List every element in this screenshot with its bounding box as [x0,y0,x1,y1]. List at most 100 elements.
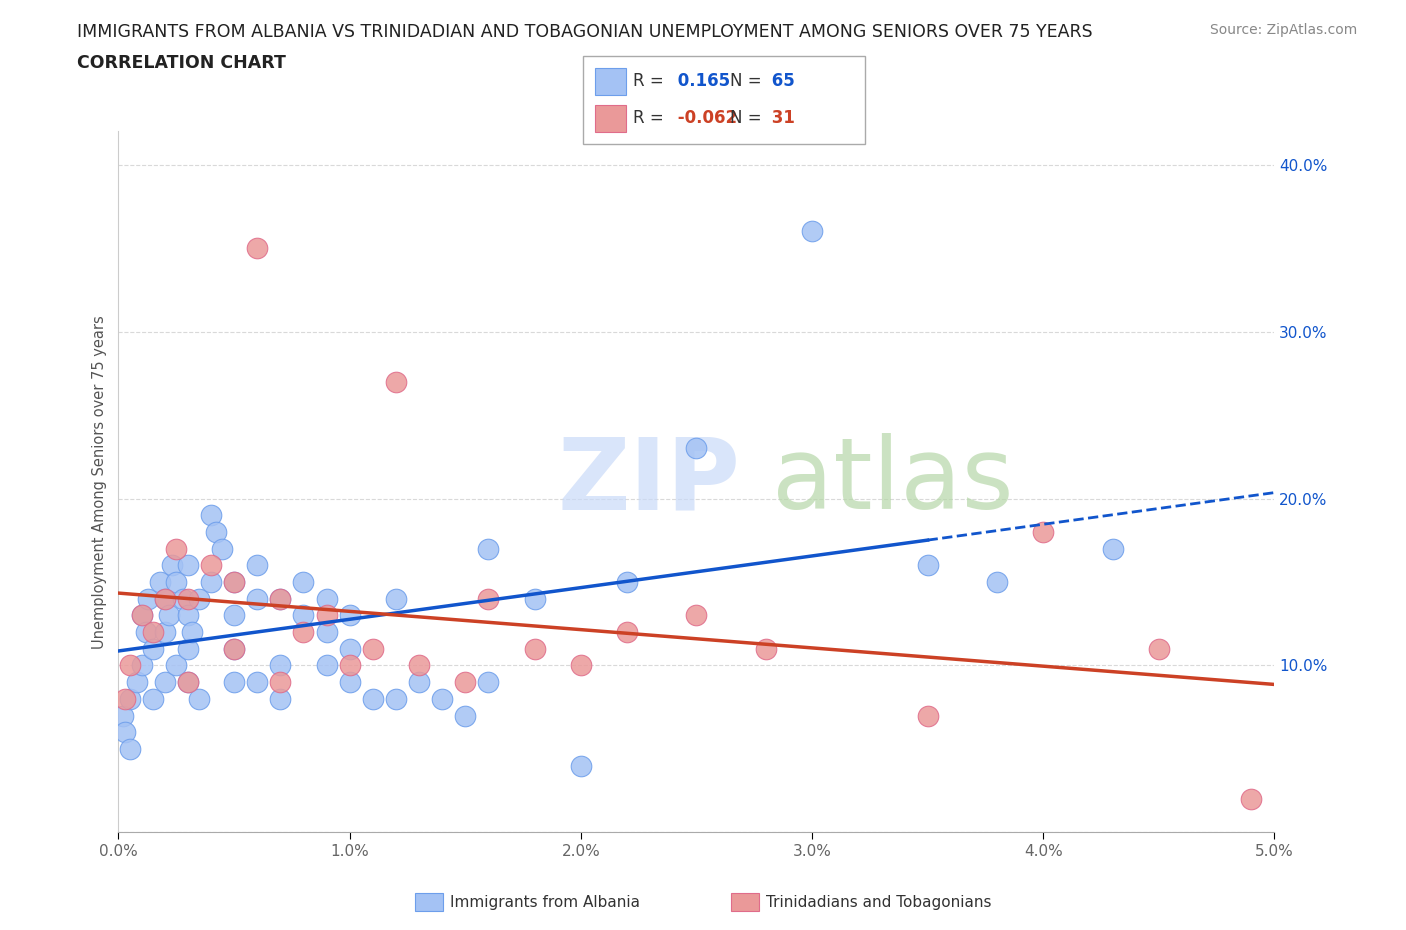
Text: R =: R = [633,72,664,89]
Text: 31: 31 [766,109,796,126]
Point [315,591,337,606]
Point [200,508,222,523]
Point [361,691,384,706]
Point [204,525,226,539]
Point [188,591,211,606]
Point [246,558,269,573]
Text: Trinidadians and Tobagonians: Trinidadians and Tobagonians [766,895,991,910]
Point [157,608,180,623]
Point [315,608,337,623]
Point [125,674,148,689]
Point [246,674,269,689]
Point [616,575,638,590]
Point [165,541,187,556]
Point [177,558,200,573]
Point [616,625,638,640]
Point [153,625,176,640]
Point [986,575,1008,590]
Point [569,658,592,673]
Point [118,741,141,756]
Point [153,591,176,606]
Point [315,625,337,640]
Point [142,691,165,706]
Point [177,591,200,606]
Point [160,558,183,573]
Point [177,642,200,657]
Point [222,642,245,657]
Point [177,674,200,689]
Point [222,608,245,623]
Text: N =: N = [730,109,761,126]
Text: 0.165: 0.165 [672,72,730,89]
Point [200,558,222,573]
Point [153,591,176,606]
Point [315,658,337,673]
Point [135,625,157,640]
Text: -0.062: -0.062 [672,109,737,126]
Point [477,541,499,556]
Point [131,608,153,623]
Text: CORRELATION CHART: CORRELATION CHART [77,54,287,72]
Point [454,708,477,723]
Point [1240,791,1263,806]
Point [292,608,315,623]
Text: Immigrants from Albania: Immigrants from Albania [450,895,640,910]
Point [165,658,187,673]
Point [917,558,939,573]
Text: R =: R = [633,109,664,126]
Point [165,575,187,590]
Point [339,642,361,657]
Point [292,575,315,590]
Text: ZIP: ZIP [558,433,741,530]
Point [385,374,408,389]
Point [569,758,592,773]
Point [246,241,269,256]
Point [339,658,361,673]
Point [114,691,136,706]
Point [200,575,222,590]
Point [1032,525,1054,539]
Point [477,674,499,689]
Point [685,441,707,456]
Point [385,591,408,606]
Text: N =: N = [730,72,761,89]
Point [339,608,361,623]
Text: atlas: atlas [772,433,1014,530]
Point [112,708,135,723]
Point [142,625,165,640]
Point [1101,541,1123,556]
Point [177,608,200,623]
Point [269,691,291,706]
Text: Source: ZipAtlas.com: Source: ZipAtlas.com [1209,23,1357,37]
Point [523,642,546,657]
Point [292,625,315,640]
Point [131,658,153,673]
Y-axis label: Unemployment Among Seniors over 75 years: Unemployment Among Seniors over 75 years [93,315,107,649]
Point [269,591,291,606]
Point [917,708,939,723]
Point [118,658,141,673]
Point [246,591,269,606]
Point [222,575,245,590]
Point [454,674,477,689]
Point [211,541,233,556]
Point [177,674,200,689]
Point [408,674,430,689]
Text: IMMIGRANTS FROM ALBANIA VS TRINIDADIAN AND TOBAGONIAN UNEMPLOYMENT AMONG SENIORS: IMMIGRANTS FROM ALBANIA VS TRINIDADIAN A… [77,23,1092,41]
Point [188,691,211,706]
Point [138,591,160,606]
Point [153,674,176,689]
Point [408,658,430,673]
Point [1147,642,1170,657]
Point [477,591,499,606]
Point [222,642,245,657]
Point [385,691,408,706]
Point [181,625,204,640]
Text: 65: 65 [766,72,794,89]
Point [269,658,291,673]
Point [339,674,361,689]
Point [523,591,546,606]
Point [222,575,245,590]
Point [118,691,141,706]
Point [755,642,778,657]
